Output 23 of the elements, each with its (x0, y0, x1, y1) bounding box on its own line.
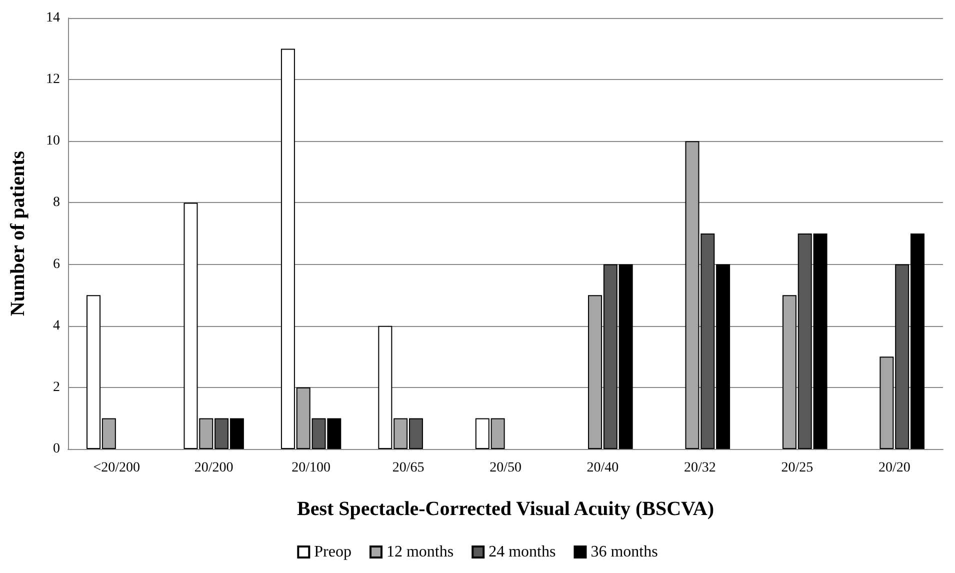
legend-label: 24 months (488, 544, 556, 560)
y-axis-title: Number of patients (7, 150, 29, 316)
x-tick-label: 20/32 (684, 460, 716, 476)
x-tick-label: <20/200 (93, 460, 140, 476)
x-tick-label: 20/25 (781, 460, 814, 476)
y-tick-label: 8 (53, 195, 60, 210)
x-tick-label: 20/20 (878, 460, 910, 476)
x-tick-label: 20/40 (586, 460, 619, 476)
legend-label: 36 months (590, 544, 658, 560)
y-tick-label: 2 (53, 380, 60, 395)
y-tick-label: 6 (53, 256, 60, 272)
y-tick-label: 12 (46, 72, 60, 88)
legend-label: 12 months (386, 544, 454, 560)
x-axis-title: Best Spectacle-Corrected Visual Acuity (BSCVA) (297, 498, 714, 520)
x-tick-label: 20/50 (490, 460, 522, 476)
legend-label: Preop (314, 544, 352, 560)
y-tick-label: 10 (46, 134, 60, 149)
x-tick-label: 20/200 (194, 460, 234, 476)
x-tick-label: 20/100 (292, 460, 330, 476)
y-tick-label: 14 (46, 10, 60, 26)
y-tick-label: 0 (53, 442, 60, 456)
x-tick-label: 20/65 (392, 460, 424, 476)
y-tick-label: 4 (53, 318, 60, 334)
